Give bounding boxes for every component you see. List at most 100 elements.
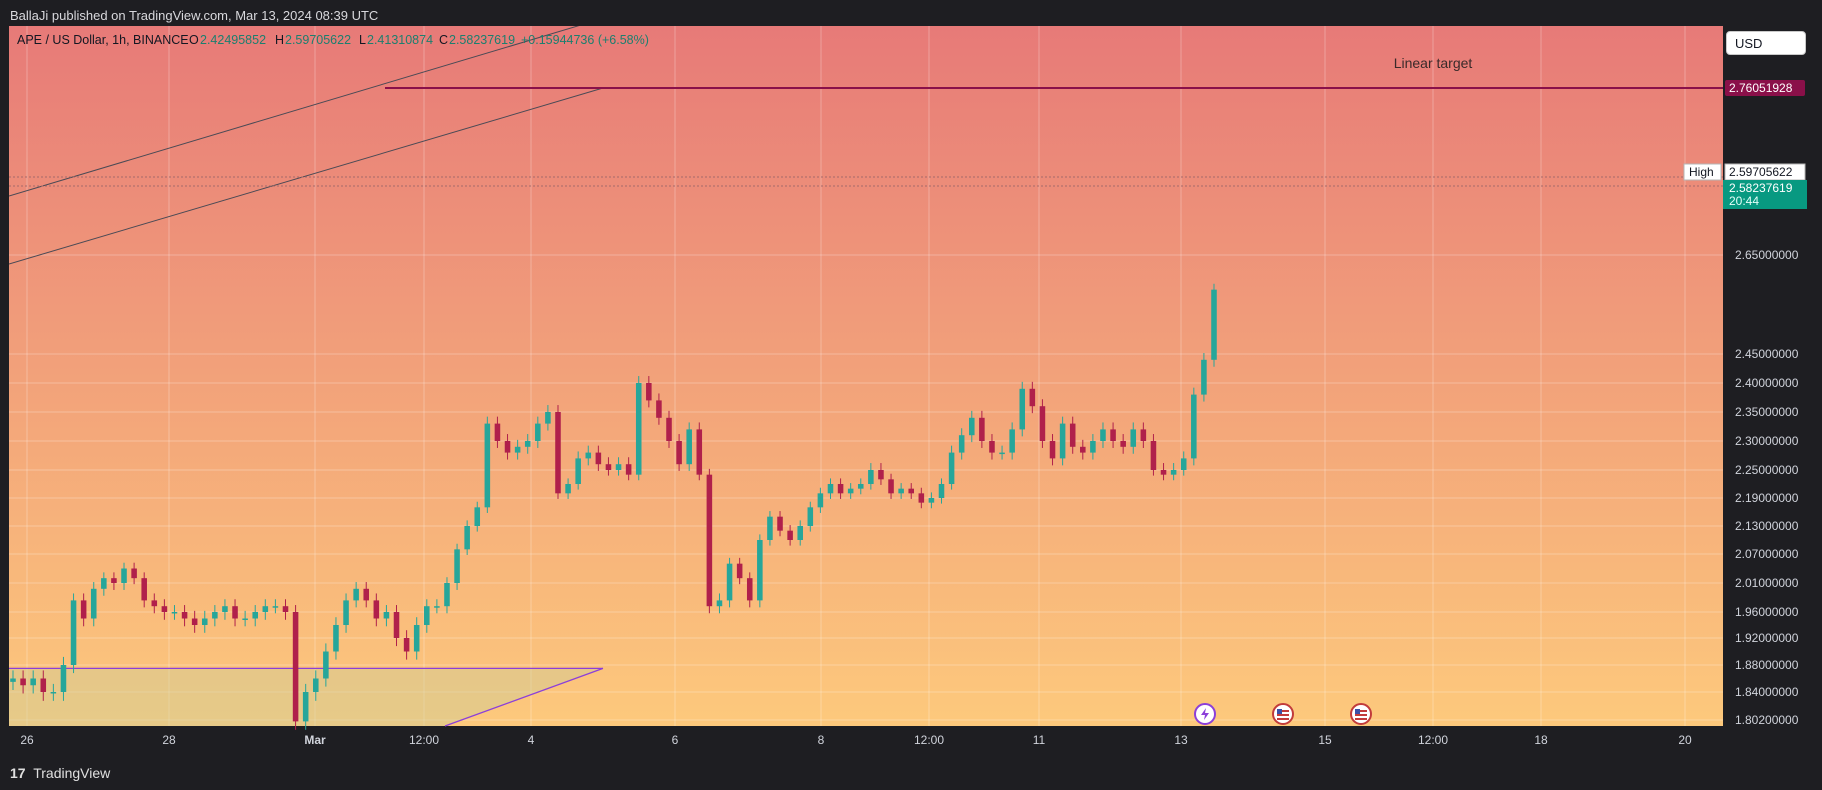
candle-body bbox=[686, 429, 692, 465]
candle-body bbox=[383, 612, 390, 619]
x-tick-label: 12:00 bbox=[1418, 733, 1448, 747]
candle-body bbox=[353, 588, 359, 601]
x-tick-label: 8 bbox=[818, 733, 825, 747]
candle-body bbox=[10, 678, 16, 682]
candle-body bbox=[918, 493, 925, 503]
candle-body bbox=[635, 383, 642, 475]
candle-body bbox=[958, 435, 965, 453]
candles bbox=[10, 283, 1217, 730]
candle-body bbox=[757, 540, 763, 601]
candle-body bbox=[1049, 441, 1056, 459]
x-tick-label: 28 bbox=[162, 733, 176, 747]
candle-body bbox=[605, 464, 612, 470]
candle-body bbox=[242, 618, 248, 620]
x-tick-label: 6 bbox=[672, 733, 679, 747]
candle-body bbox=[1211, 289, 1217, 360]
candle-body bbox=[656, 400, 662, 418]
price-chart[interactable]: 1.80200000 1.84000000 1.88000000 1.92000000… bbox=[9, 26, 1822, 754]
countdown-value: 20:44 bbox=[1729, 194, 1759, 208]
candle-body bbox=[363, 588, 370, 601]
candle-body bbox=[60, 665, 67, 692]
candle-body bbox=[908, 488, 915, 494]
candle-body bbox=[726, 563, 733, 601]
currency-selector[interactable]: USD bbox=[1726, 31, 1806, 55]
target-price-tag: 2.76051928 bbox=[1725, 80, 1805, 96]
candle-body bbox=[857, 484, 864, 489]
us-flag-icon[interactable] bbox=[1272, 703, 1294, 725]
candle-body bbox=[777, 516, 783, 531]
legend-high-label: H bbox=[275, 33, 284, 47]
candle-body bbox=[393, 612, 400, 638]
candle-body bbox=[1019, 388, 1026, 430]
high-tag-value: 2.59705622 bbox=[1729, 165, 1793, 179]
y-tick-label: 2.13000000 bbox=[1735, 519, 1799, 533]
candle-body bbox=[797, 526, 803, 540]
y-tick-label: 1.80200000 bbox=[1735, 713, 1799, 727]
x-tick-label: 12:00 bbox=[914, 733, 944, 747]
footer-brand: 17 TradingView bbox=[10, 765, 110, 781]
last-price-value: 2.58237619 bbox=[1729, 181, 1793, 195]
candle-body bbox=[938, 484, 945, 498]
candle-body bbox=[585, 452, 592, 459]
candle-body bbox=[262, 606, 269, 612]
candle-body bbox=[787, 530, 793, 540]
candle-body bbox=[565, 484, 571, 494]
candle-body bbox=[1009, 429, 1015, 453]
candle-body bbox=[171, 612, 178, 614]
y-tick-label: 2.65000000 bbox=[1735, 248, 1799, 262]
candle-body bbox=[545, 412, 551, 424]
candle-body bbox=[333, 625, 339, 652]
candle-body bbox=[343, 600, 349, 625]
candle-body bbox=[141, 578, 147, 601]
y-tick-label: 1.84000000 bbox=[1735, 685, 1799, 699]
candle-body bbox=[252, 612, 258, 619]
candle-body bbox=[474, 507, 481, 526]
us-flag-icon[interactable] bbox=[1350, 703, 1372, 725]
candle-body bbox=[928, 498, 935, 503]
candle-body bbox=[424, 606, 430, 625]
y-tick-label: 1.96000000 bbox=[1735, 605, 1799, 619]
tradingview-logo-icon: 17 bbox=[10, 765, 26, 781]
candle-body bbox=[302, 692, 309, 722]
candle-body bbox=[524, 441, 531, 447]
legend-close-label: C bbox=[439, 33, 448, 47]
legend-low-label: L bbox=[359, 33, 366, 47]
x-tick-label: Mar bbox=[304, 733, 326, 747]
trend-line-upper bbox=[9, 26, 580, 197]
candle-body bbox=[979, 417, 985, 441]
candle-body bbox=[535, 423, 541, 441]
candle-body bbox=[827, 484, 834, 494]
candle-body bbox=[323, 651, 329, 679]
chart-background bbox=[9, 26, 1723, 726]
candle-body bbox=[30, 678, 36, 686]
y-tick-label: 2.35000000 bbox=[1735, 405, 1799, 419]
candle-body bbox=[817, 493, 824, 508]
y-tick-label: 1.92000000 bbox=[1735, 631, 1799, 645]
lightning-icon[interactable] bbox=[1194, 703, 1216, 725]
candle-body bbox=[706, 474, 713, 607]
candle-body bbox=[413, 625, 420, 652]
candle-body bbox=[1140, 429, 1147, 441]
candle-body bbox=[212, 612, 218, 619]
candle-body bbox=[868, 470, 874, 484]
candle-body bbox=[40, 678, 47, 692]
footer-brand-label: TradingView bbox=[33, 765, 111, 781]
y-tick-label: 1.88000000 bbox=[1735, 658, 1799, 672]
candle-body bbox=[312, 678, 319, 692]
candle-body bbox=[1029, 388, 1036, 407]
candle-body bbox=[615, 464, 622, 470]
x-tick-label: 12:00 bbox=[409, 733, 439, 747]
candle-body bbox=[121, 568, 127, 583]
candle-body bbox=[191, 618, 198, 625]
candle-body bbox=[948, 452, 955, 484]
candle-body bbox=[90, 588, 97, 619]
candle-body bbox=[514, 446, 521, 453]
y-tick-label: 2.19000000 bbox=[1735, 491, 1799, 505]
candle-body bbox=[1039, 406, 1046, 441]
y-tick-label: 2.40000000 bbox=[1735, 376, 1799, 390]
zone-diagonal-line bbox=[444, 667, 604, 727]
chart-area[interactable]: 1.80200000 1.84000000 1.88000000 1.92000000… bbox=[9, 26, 1822, 754]
axis-labels: 1.80200000 1.84000000 1.88000000 1.92000000… bbox=[20, 248, 1798, 747]
candle-body bbox=[1180, 458, 1187, 470]
candle-body bbox=[989, 441, 995, 453]
